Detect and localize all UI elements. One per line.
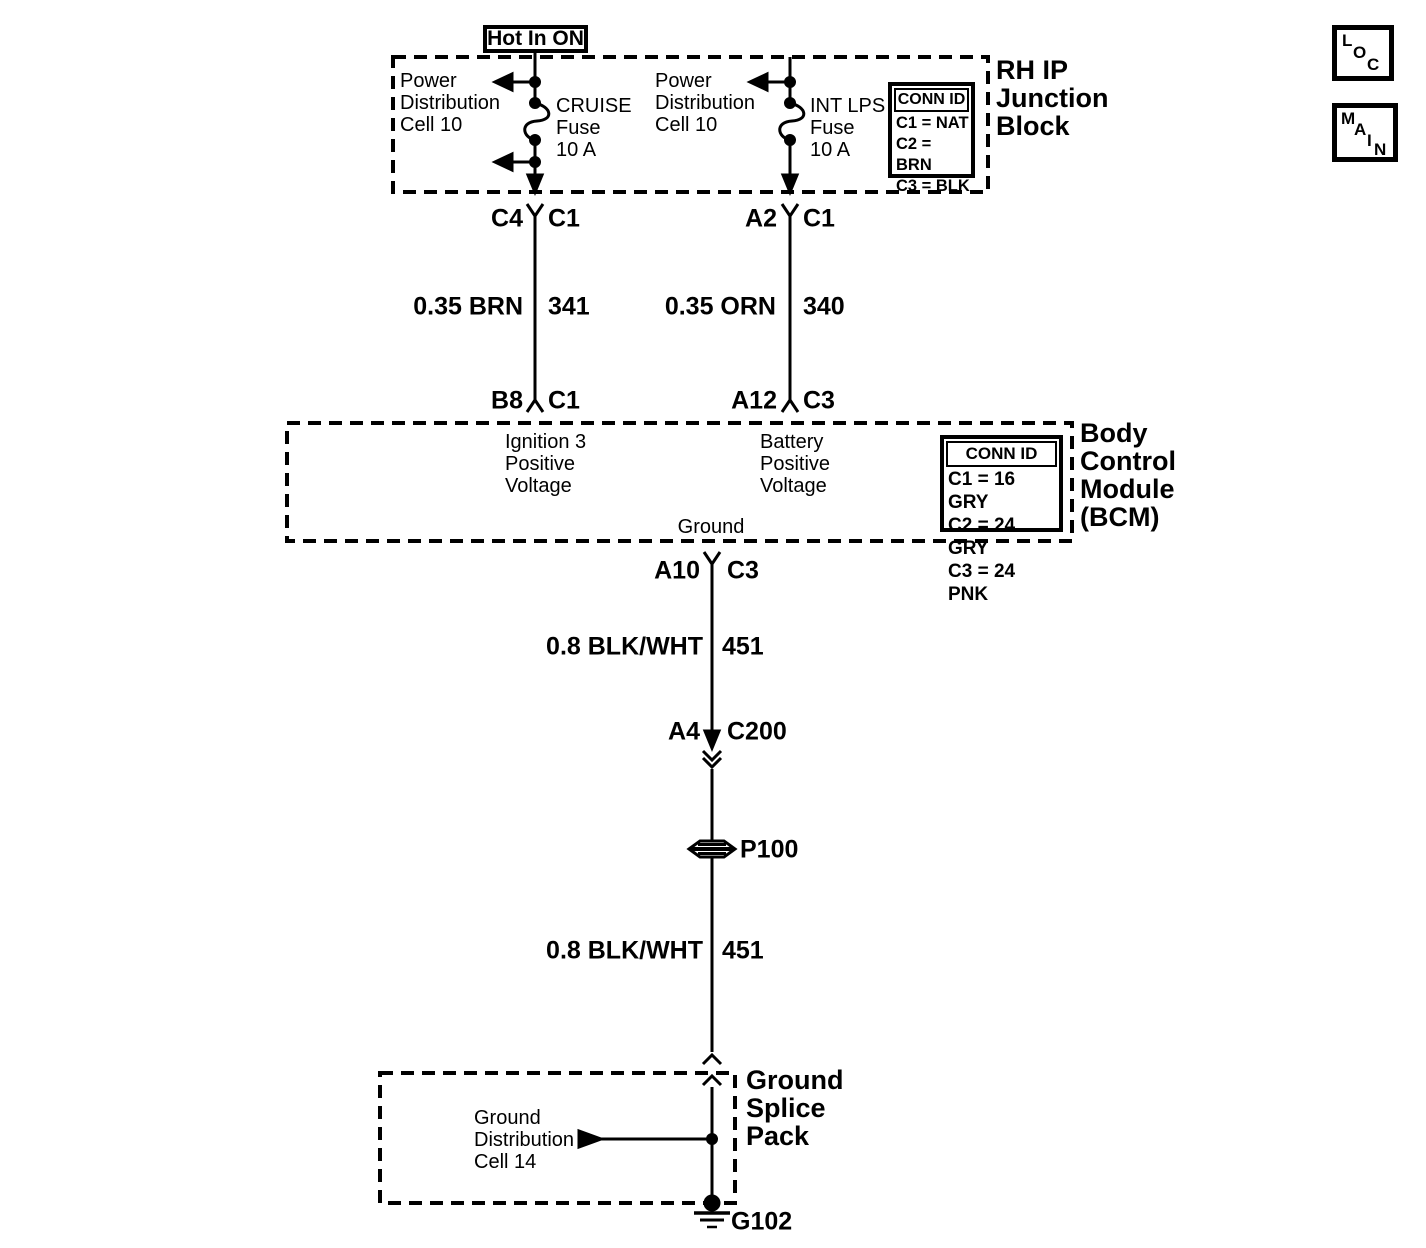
pin-label: C1 (548, 204, 580, 233)
connector-fork-icon (780, 399, 800, 413)
wire-size-color: 0.8 BLK/WHT (546, 632, 703, 661)
connector-fork-icon (702, 551, 722, 567)
cruise-fuse-symbol (523, 101, 551, 142)
conn-id-row: C1 = 16 GRY (948, 469, 1016, 513)
pin-label: A10 (654, 556, 700, 585)
int-lps-fuse-circuit (746, 57, 806, 196)
int-lps-fuse-label: INT LPS Fuse 10 A (810, 95, 886, 161)
wire-size-color: 0.35 BRN (413, 292, 523, 321)
branch-arrow-icon (577, 1128, 606, 1150)
conn-id-row: C1 = NAT (896, 114, 969, 132)
down-arrow-icon (525, 173, 545, 196)
pin-label: C3 (803, 386, 835, 415)
wire-circuit-number: 340 (803, 292, 845, 321)
ground-id-label: G102 (731, 1207, 793, 1236)
power-distribution-ref-right: Power Distribution Cell 10 (655, 70, 756, 136)
loc-button[interactable]: L O C (1332, 25, 1394, 81)
wire-size-color: 0.8 BLK/WHT (546, 936, 703, 965)
pin-label: A2 (745, 204, 777, 233)
conn-id-row: C2 = 24 GRY (948, 515, 1016, 559)
down-arrow-icon (780, 173, 800, 196)
grommet-p100-symbol (686, 839, 738, 859)
bcm-name: Body Control Module (BCM) (1080, 418, 1176, 532)
inline-connector-chevron-icon (701, 756, 723, 770)
wire-451-lower (577, 857, 723, 1203)
junction-block-conn-id-box: CONN ID C1 = NAT C2 = BRN C3 = BLK (888, 82, 975, 195)
pin-label: C1 (803, 204, 835, 233)
bcm-pin-function-right: Battery Positive Voltage (760, 431, 831, 497)
branch-arrow-icon (491, 71, 514, 93)
wire-341 (525, 203, 545, 413)
conn-id-title: CONN ID (946, 441, 1057, 467)
connector-fork-icon (525, 203, 545, 219)
splice-chevron-icon (701, 1052, 723, 1066)
pin-label: C3 (727, 556, 759, 585)
main-letter: M (1341, 109, 1356, 128)
loc-letter: O (1353, 43, 1367, 62)
int-lps-fuse-symbol (778, 101, 806, 142)
loc-letter: C (1367, 55, 1380, 74)
branch-arrow-icon (491, 151, 514, 173)
bcm-pin-function-left: Ignition 3 Positive Voltage (505, 431, 587, 497)
down-arrow-icon (702, 729, 722, 752)
bcm-outline (285, 421, 1074, 543)
connector-fork-icon (525, 399, 545, 413)
bcm-conn-id-box: CONN ID C1 = 16 GRY C2 = 24 GRY C3 = 24 … (940, 435, 1063, 605)
main-letter: A (1354, 120, 1367, 139)
connector-fork-icon (780, 203, 800, 219)
conn-id-title: CONN ID (894, 88, 969, 112)
wire-circuit-number: 451 (722, 632, 764, 661)
hot-in-on-label: Hot In ON (487, 27, 584, 50)
ground-distribution-ref: Ground Distribution Cell 14 (474, 1107, 575, 1173)
junction-block-name: RH IP Junction Block (996, 55, 1109, 141)
main-letter: N (1374, 140, 1387, 159)
splice-pack-outline (378, 1071, 737, 1205)
splice-chevron-icon (701, 1073, 723, 1087)
splice-pack-name: Ground Splice Pack (746, 1065, 844, 1151)
pin-label: B8 (491, 386, 523, 415)
bcm-ground-function: Ground (677, 516, 745, 538)
wire-451-upper (701, 551, 723, 841)
pin-label: A12 (731, 386, 777, 415)
branch-arrow-icon (746, 71, 769, 93)
pin-label: C1 (548, 386, 580, 415)
junction-block-outline (391, 55, 990, 194)
inline-connector-chevron-icon (701, 749, 723, 763)
pin-label: A4 (668, 717, 700, 746)
conn-id-row: C3 = 24 PNK (948, 561, 1016, 605)
conn-id-row: C3 = BLK (896, 177, 970, 195)
power-distribution-ref-left: Power Distribution Cell 10 (400, 70, 501, 136)
main-button[interactable]: M A I N (1332, 103, 1398, 162)
main-letter: I (1367, 131, 1372, 150)
wire-circuit-number: 341 (548, 292, 590, 321)
pin-label: C200 (727, 717, 787, 746)
loc-letter: L (1342, 31, 1353, 50)
grommet-label: P100 (740, 835, 799, 864)
pin-label: C4 (491, 204, 523, 233)
wire-size-color: 0.35 ORN (664, 292, 776, 321)
ground-g102-symbol (694, 1194, 730, 1229)
wire-340 (780, 203, 800, 413)
cruise-fuse-label: CRUISE Fuse 10 A (556, 95, 632, 161)
conn-id-row: C2 = BRN (896, 135, 932, 174)
cruise-fuse-circuit (491, 51, 551, 196)
hot-in-on-box: Hot In ON (483, 25, 588, 53)
wire-circuit-number: 451 (722, 936, 764, 965)
